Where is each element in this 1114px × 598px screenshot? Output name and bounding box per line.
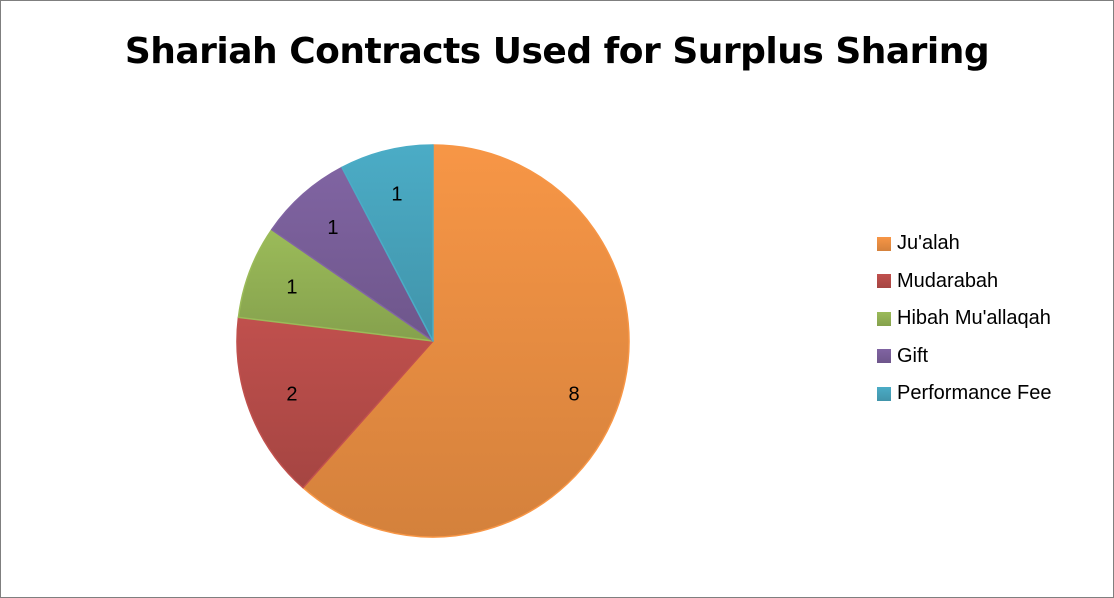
legend-swatch (877, 274, 891, 288)
legend-item-mudarabah: Mudarabah (877, 269, 1052, 294)
legend-label: Hibah Mu'allaqah (897, 307, 1051, 329)
chart-title: Shariah Contracts Used for Surplus Shari… (124, 31, 990, 72)
legend-label: Ju'alah (897, 232, 960, 254)
legend-label: Mudarabah (897, 269, 999, 292)
legend-item-ju-alah: Ju'alah (877, 231, 1052, 256)
pie-slice-performance-fee (341, 144, 434, 342)
pie-slice-hibah-mu-allaqah (237, 228, 434, 342)
legend: Ju'alah Mudarabah Hibah Mu'allaqah Gift Perf… (877, 231, 1052, 419)
legend-swatch (877, 311, 891, 326)
data-label-mudarabah: 2 (286, 384, 297, 406)
pie-data-labels: 8 2 1 1 1 (286, 184, 579, 406)
legend-item-gift: Gift (877, 344, 1052, 369)
legend-label: Performance Fee (897, 382, 1052, 404)
legend-label: Gift (897, 344, 929, 367)
pie-slice-gift (270, 166, 434, 342)
pie-slices (236, 144, 630, 538)
legend-item-performance-fee: Performance Fee (877, 381, 1052, 406)
data-label-gift: 1 (327, 217, 338, 239)
pie-slice-ju-alah (302, 144, 630, 538)
legend-swatch (877, 236, 891, 251)
legend-item-hibah-mu-allaqah: Hibah Mu'allaqah (877, 306, 1052, 331)
pie-slice-mudarabah (236, 316, 434, 489)
legend-swatch (877, 349, 891, 363)
data-label-ju-alah: 8 (569, 384, 580, 406)
data-label-hibah-mu-allaqah: 1 (286, 277, 297, 299)
legend-swatch (877, 386, 891, 401)
data-label-performance-fee: 1 (391, 184, 402, 206)
